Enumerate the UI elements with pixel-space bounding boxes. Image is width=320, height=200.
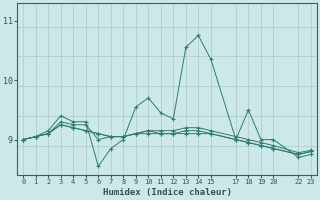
X-axis label: Humidex (Indice chaleur): Humidex (Indice chaleur) — [103, 188, 232, 197]
